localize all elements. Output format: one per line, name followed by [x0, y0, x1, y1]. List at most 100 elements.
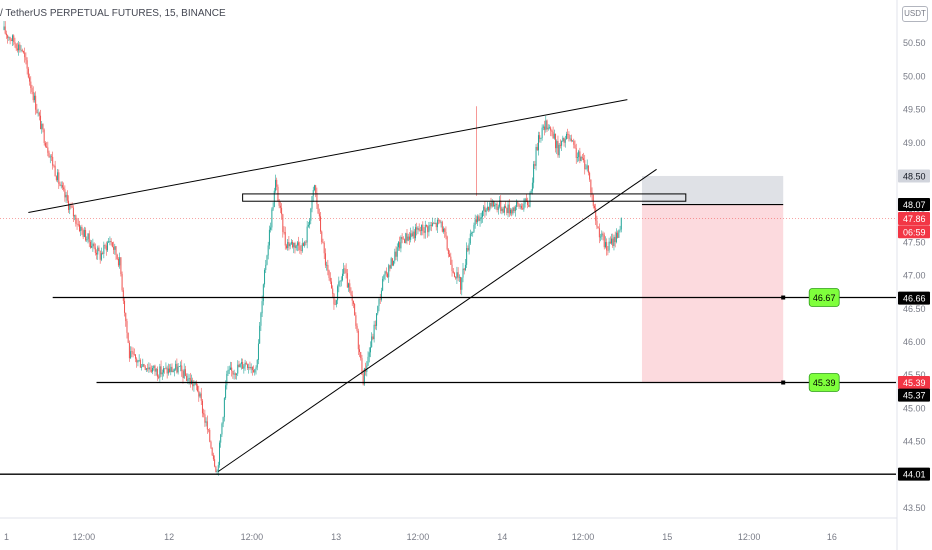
candle[interactable]: [505, 201, 507, 209]
candle[interactable]: [401, 233, 403, 244]
candle[interactable]: [211, 447, 213, 457]
candle[interactable]: [619, 225, 621, 233]
candle[interactable]: [406, 228, 408, 245]
candle[interactable]: [218, 440, 220, 468]
candle[interactable]: [177, 363, 179, 375]
candle[interactable]: [309, 218, 311, 229]
candle[interactable]: [320, 211, 322, 234]
candle[interactable]: [425, 224, 427, 228]
candle[interactable]: [548, 124, 550, 130]
level-44-01-label[interactable]: 44.01: [898, 467, 930, 481]
candle[interactable]: [293, 242, 295, 254]
candle[interactable]: [50, 154, 52, 162]
candle[interactable]: [228, 365, 230, 375]
candle[interactable]: [78, 220, 80, 233]
candle[interactable]: [99, 250, 101, 264]
candle[interactable]: [506, 207, 508, 216]
candle[interactable]: [356, 323, 358, 333]
candle[interactable]: [436, 217, 438, 233]
candle[interactable]: [339, 280, 341, 288]
candle[interactable]: [595, 203, 597, 226]
candle[interactable]: [443, 226, 445, 234]
candle[interactable]: [615, 228, 617, 244]
candle[interactable]: [440, 220, 442, 228]
candle[interactable]: [544, 120, 546, 136]
stop-label[interactable]: 48.50: [898, 169, 930, 183]
candle[interactable]: [66, 190, 68, 204]
candle[interactable]: [329, 272, 331, 285]
candle[interactable]: [244, 359, 246, 371]
candle[interactable]: [289, 242, 291, 250]
level-45-37-label[interactable]: 45.37: [898, 388, 930, 402]
candle[interactable]: [307, 221, 309, 228]
candle[interactable]: [503, 204, 505, 216]
candle[interactable]: [303, 242, 305, 247]
candle[interactable]: [373, 320, 375, 343]
candle[interactable]: [430, 221, 432, 232]
candle[interactable]: [255, 365, 257, 375]
candle[interactable]: [312, 186, 314, 203]
candle[interactable]: [396, 243, 398, 262]
candle[interactable]: [441, 220, 443, 233]
candle[interactable]: [461, 277, 463, 296]
candle[interactable]: [541, 124, 543, 141]
candle[interactable]: [162, 365, 164, 377]
candle[interactable]: [43, 128, 45, 146]
candle[interactable]: [277, 184, 279, 202]
candle[interactable]: [464, 258, 466, 272]
candle[interactable]: [231, 362, 233, 377]
candle[interactable]: [70, 202, 72, 209]
candle[interactable]: [156, 366, 158, 381]
candle[interactable]: [397, 240, 399, 251]
candle[interactable]: [546, 119, 548, 132]
candle[interactable]: [584, 154, 586, 175]
candle[interactable]: [295, 244, 297, 251]
candle[interactable]: [585, 164, 587, 170]
candle[interactable]: [93, 242, 95, 250]
support-46-67[interactable]: 46.67: [52, 288, 896, 307]
candle[interactable]: [273, 187, 275, 208]
candle[interactable]: [567, 128, 569, 139]
candle[interactable]: [238, 360, 240, 368]
level-handle[interactable]: [781, 380, 786, 385]
candle[interactable]: [511, 208, 513, 217]
trendline-upper-channel[interactable]: [28, 99, 628, 214]
candle[interactable]: [345, 263, 347, 279]
level-45-39-label[interactable]: 45.39: [898, 376, 930, 390]
candle[interactable]: [253, 365, 255, 373]
candle[interactable]: [37, 108, 39, 117]
candle[interactable]: [184, 365, 186, 377]
candle[interactable]: [267, 241, 269, 260]
candle[interactable]: [159, 363, 161, 382]
candle[interactable]: [357, 328, 359, 355]
candle[interactable]: [271, 207, 273, 231]
candle[interactable]: [614, 231, 616, 248]
candle[interactable]: [387, 272, 389, 278]
candle[interactable]: [48, 150, 50, 158]
candle[interactable]: [513, 205, 515, 214]
candle[interactable]: [564, 135, 566, 148]
candle[interactable]: [371, 332, 373, 348]
candle[interactable]: [305, 240, 307, 246]
candle[interactable]: [229, 361, 231, 370]
candle[interactable]: [8, 36, 10, 42]
candle[interactable]: [539, 131, 541, 143]
candle[interactable]: [359, 344, 361, 358]
candle[interactable]: [438, 218, 440, 225]
candle[interactable]: [91, 240, 93, 249]
candle[interactable]: [121, 271, 123, 292]
candle[interactable]: [435, 222, 437, 231]
candle[interactable]: [227, 366, 229, 376]
candle[interactable]: [618, 229, 620, 238]
candle[interactable]: [355, 312, 357, 329]
candle[interactable]: [574, 140, 576, 149]
candle[interactable]: [22, 50, 24, 54]
candle[interactable]: [282, 213, 284, 238]
candle[interactable]: [61, 181, 63, 190]
candle[interactable]: [527, 197, 529, 209]
candle[interactable]: [300, 245, 302, 255]
candle[interactable]: [180, 361, 182, 372]
candle[interactable]: [15, 43, 17, 51]
candle[interactable]: [471, 231, 473, 237]
candle[interactable]: [557, 135, 559, 158]
